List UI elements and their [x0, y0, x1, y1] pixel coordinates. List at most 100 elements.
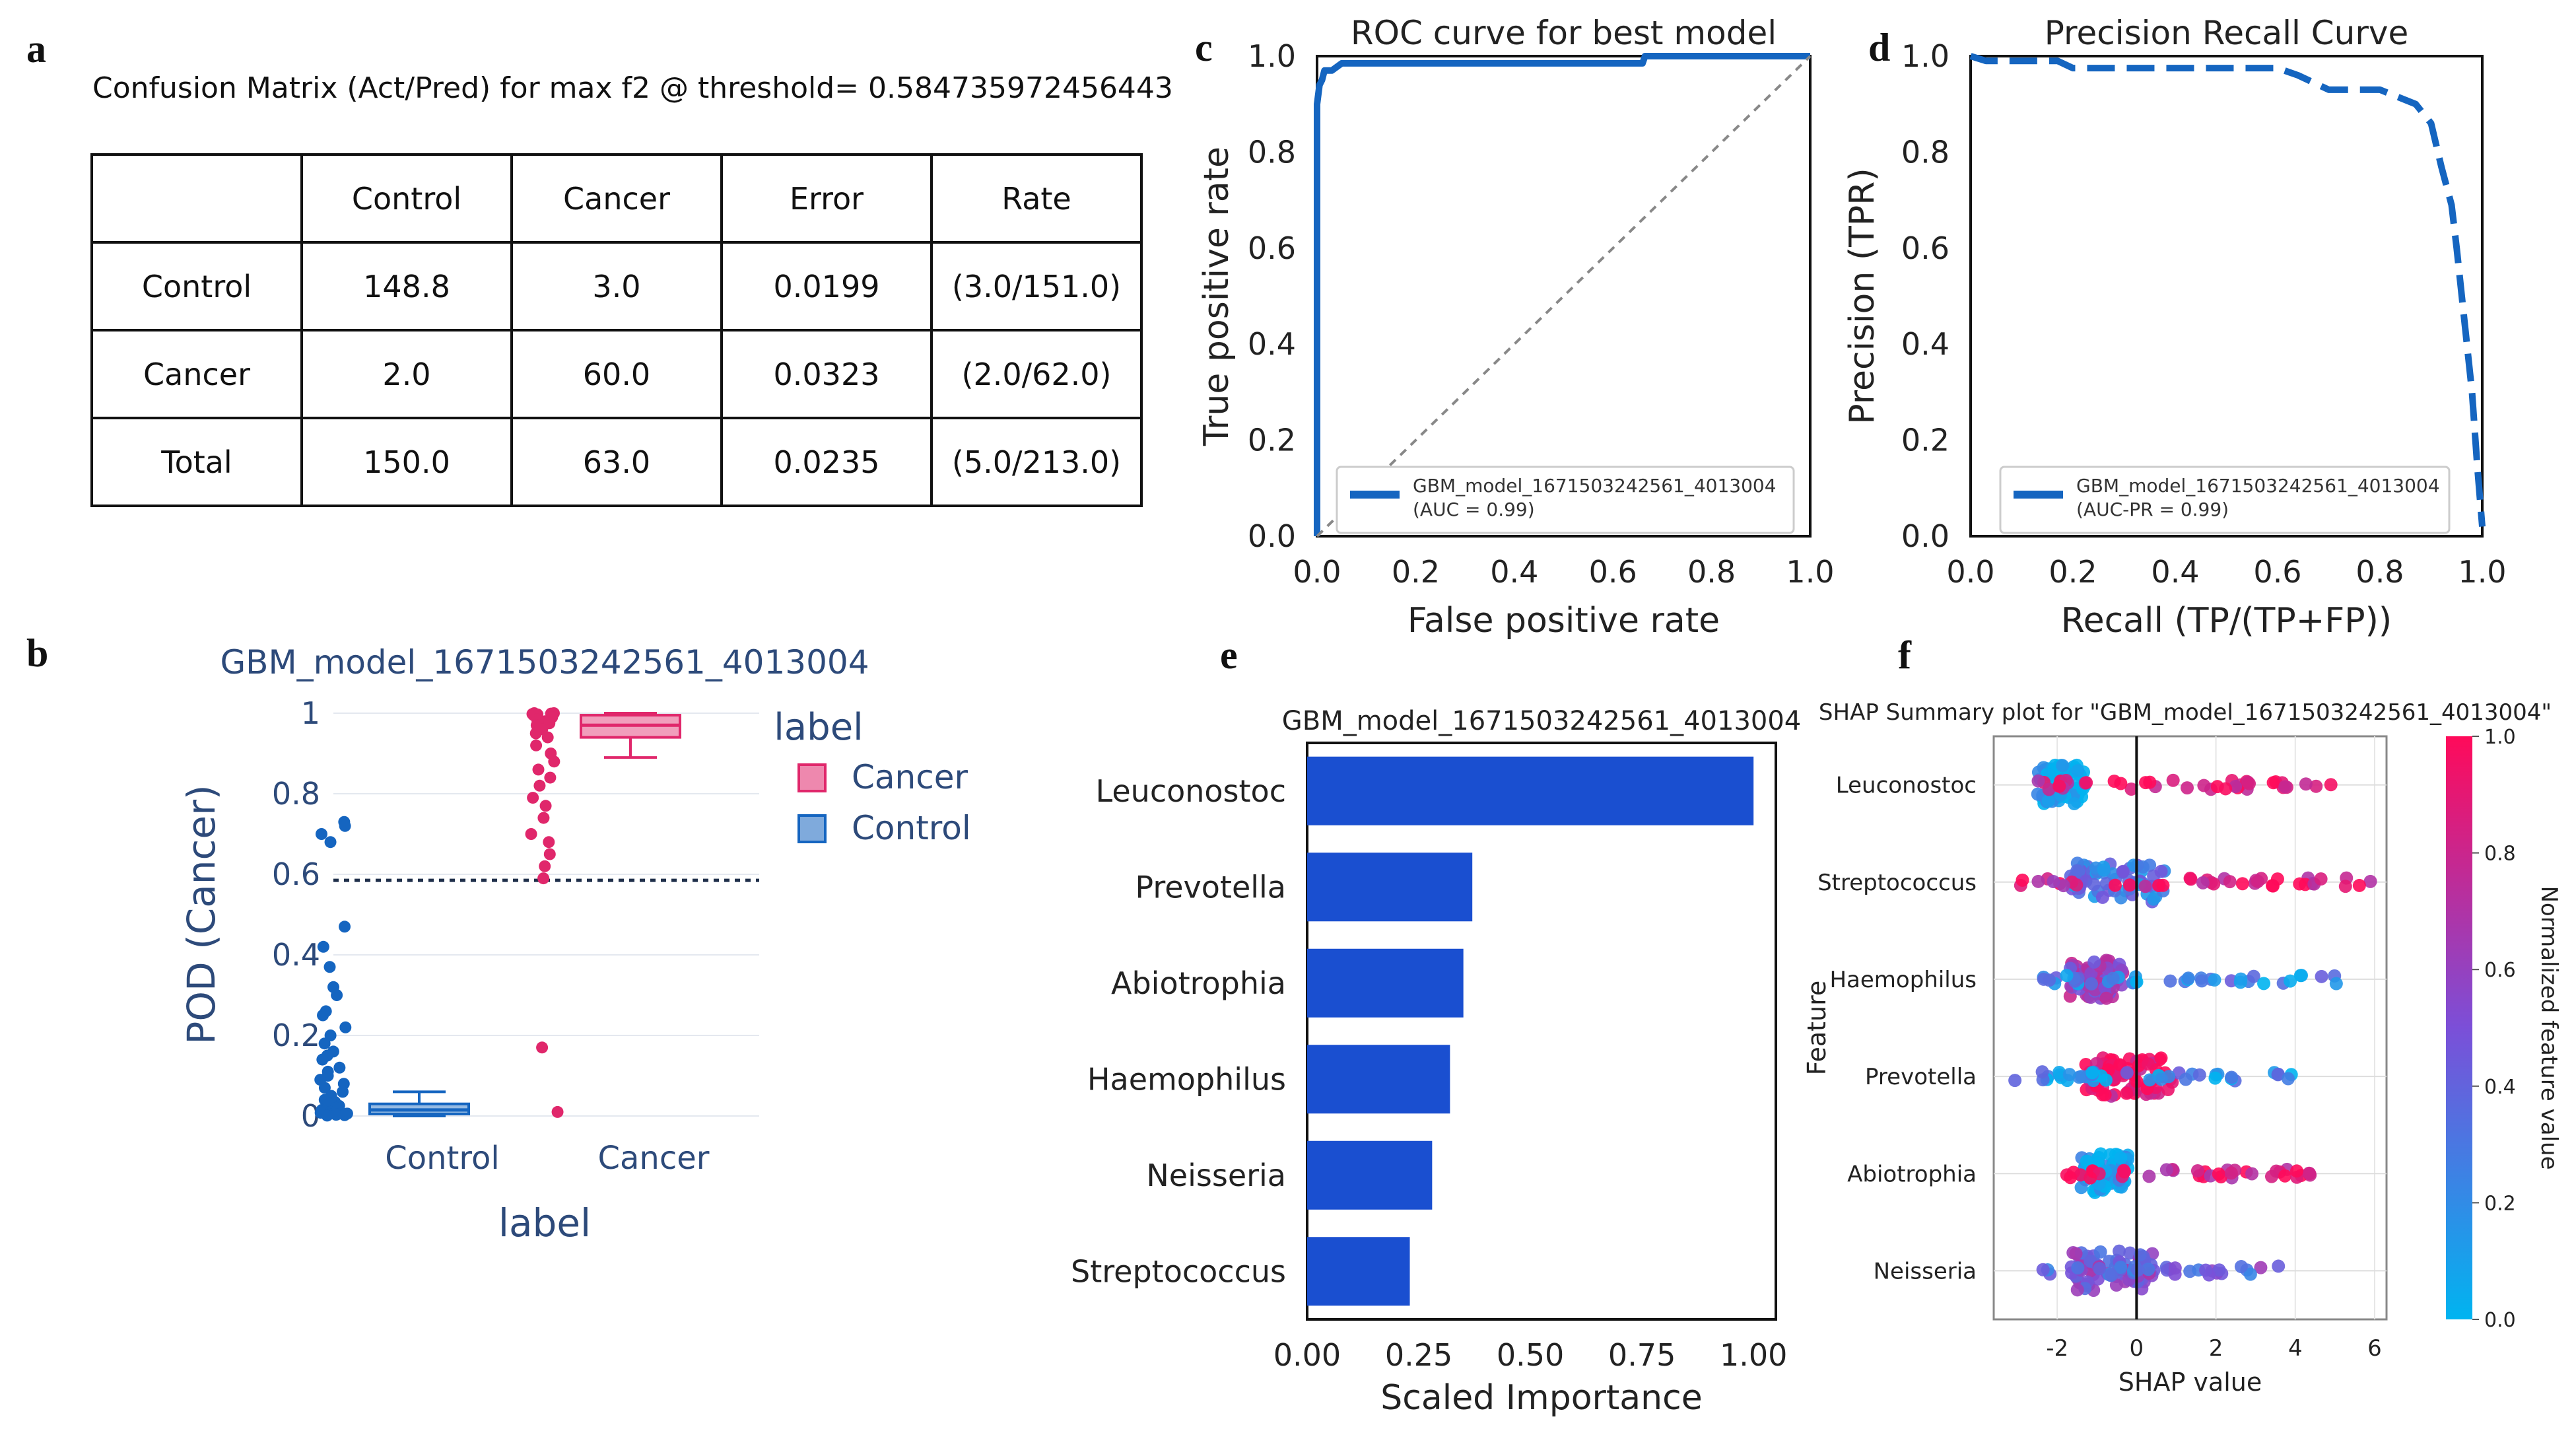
- data-point: [2122, 878, 2136, 892]
- data-point: [2208, 973, 2221, 987]
- y-tick-label: Neisseria: [1146, 1158, 1286, 1193]
- panel-letter-a: a: [26, 27, 46, 71]
- bar: [1307, 948, 1464, 1018]
- x-tick-label: 0.4: [2151, 554, 2199, 590]
- data-point: [2324, 778, 2338, 792]
- data-point: [2071, 1261, 2085, 1274]
- x-tick-label: 0.0: [1946, 554, 1994, 590]
- data-point: [2056, 759, 2070, 773]
- colorbar-tick-label: 0.4: [2484, 1076, 2516, 1099]
- data-point: [2114, 1151, 2128, 1165]
- data-point: [2168, 1261, 2182, 1275]
- chart-title: GBM_model_1671503242561_4013004: [1282, 706, 1801, 736]
- data-point: [2208, 1071, 2222, 1085]
- data-point: [2195, 974, 2209, 988]
- data-point: [2109, 1278, 2123, 1292]
- x-tick-label: Cancer: [597, 1140, 709, 1177]
- y-axis-label: True positive rate: [1197, 147, 1237, 446]
- data-point: [315, 828, 327, 840]
- data-point: [2143, 1073, 2157, 1087]
- data-point: [2243, 1267, 2257, 1281]
- data-point: [2114, 777, 2128, 790]
- data-point: [2087, 955, 2101, 969]
- y-tick-label: 0.4: [1901, 326, 1949, 362]
- table-header-row: Control Cancer Error Rate: [90, 153, 1143, 244]
- data-point: [2036, 1263, 2050, 1276]
- data-point: [2142, 1057, 2155, 1071]
- data-point: [2257, 977, 2271, 991]
- y-tick-label: Neisseria: [1874, 1258, 1977, 1284]
- y-tick-label: Haemophilus: [1087, 1061, 1286, 1097]
- colorbar: [2446, 736, 2472, 1319]
- data-point: [318, 1082, 331, 1094]
- x-tick-label: 0: [2130, 1335, 2144, 1362]
- data-point: [2070, 878, 2084, 892]
- data-point: [543, 836, 555, 849]
- y-tick-label: 0.8: [1901, 134, 1949, 170]
- data-point: [2042, 783, 2056, 796]
- data-point: [2281, 1072, 2295, 1086]
- data-point: [2352, 878, 2366, 892]
- table-cell: 3.0: [510, 241, 723, 331]
- data-point: [2008, 1074, 2022, 1088]
- data-point: [2099, 991, 2113, 1005]
- data-point: [2080, 776, 2093, 790]
- data-point: [539, 800, 552, 812]
- table-cell: (3.0/151.0): [930, 241, 1143, 331]
- x-tick-label: 0.6: [2253, 554, 2301, 590]
- data-point: [2056, 879, 2070, 893]
- x-tick-label: 6: [2367, 1335, 2382, 1362]
- x-tick-label: 1.0: [2458, 554, 2506, 590]
- data-point: [2041, 794, 2055, 808]
- data-point: [2271, 1068, 2285, 1082]
- chart-title: GBM_model_1671503242561_4013004: [220, 643, 869, 681]
- data-point: [2031, 774, 2045, 788]
- y-tick-label: 0.8: [1248, 134, 1296, 170]
- data-point: [2229, 780, 2243, 794]
- chart-title: ROC curve for best model: [1351, 14, 1777, 52]
- data-point: [2219, 782, 2233, 796]
- y-tick-label: Haemophilus: [1829, 967, 1977, 993]
- plot-frame: [1306, 742, 1777, 1321]
- data-point: [2060, 969, 2074, 983]
- y-tick-label: 0.0: [1248, 518, 1296, 554]
- data-point: [2196, 876, 2210, 889]
- data-point: [2120, 1086, 2134, 1100]
- data-point: [2245, 1167, 2259, 1181]
- x-tick-label: 0.2: [1392, 554, 1440, 590]
- data-point: [2247, 969, 2260, 983]
- data-point: [2234, 1260, 2248, 1274]
- panel-letter-e: e: [1220, 633, 1238, 677]
- data-point: [2266, 776, 2280, 790]
- x-tick-label: 2: [2209, 1335, 2223, 1362]
- table-cell: 0.0235: [720, 417, 933, 507]
- data-point: [544, 771, 557, 784]
- data-point: [537, 812, 550, 824]
- y-tick-label: 0.2: [272, 1018, 320, 1053]
- data-point: [2329, 977, 2343, 991]
- legend-swatch: [797, 763, 827, 792]
- data-point: [2162, 1070, 2176, 1084]
- data-point: [2272, 1259, 2286, 1273]
- legend-box: [1336, 466, 1795, 534]
- table-cell: Total: [90, 417, 303, 507]
- data-point: [2043, 973, 2056, 987]
- table-cell: (2.0/62.0): [930, 329, 1143, 419]
- bar: [1307, 756, 1754, 825]
- data-point: [525, 828, 537, 840]
- x-axis-label: Recall (TP/(TP+FP)): [2061, 601, 2392, 641]
- x-tick-label: 0.0: [1293, 554, 1341, 590]
- y-tick-label: Prevotella: [1865, 1064, 1977, 1090]
- confusion-matrix-table: Control Cancer Error Rate Control 148.8 …: [90, 153, 1143, 507]
- x-tick-label: 0.25: [1385, 1337, 1452, 1373]
- data-point: [321, 1109, 333, 1122]
- data-point: [337, 1086, 349, 1098]
- table-cell: Control: [90, 241, 303, 331]
- x-tick-label: 0.50: [1497, 1337, 1564, 1373]
- table-row: Total 150.0 63.0 0.0235 (5.0/213.0): [90, 417, 1143, 507]
- data-point: [2154, 1051, 2168, 1065]
- table-cell: Cancer: [90, 329, 303, 419]
- x-axis-label: label: [498, 1201, 591, 1245]
- y-tick-label: Leuconostoc: [1836, 773, 1977, 799]
- data-point: [543, 848, 556, 860]
